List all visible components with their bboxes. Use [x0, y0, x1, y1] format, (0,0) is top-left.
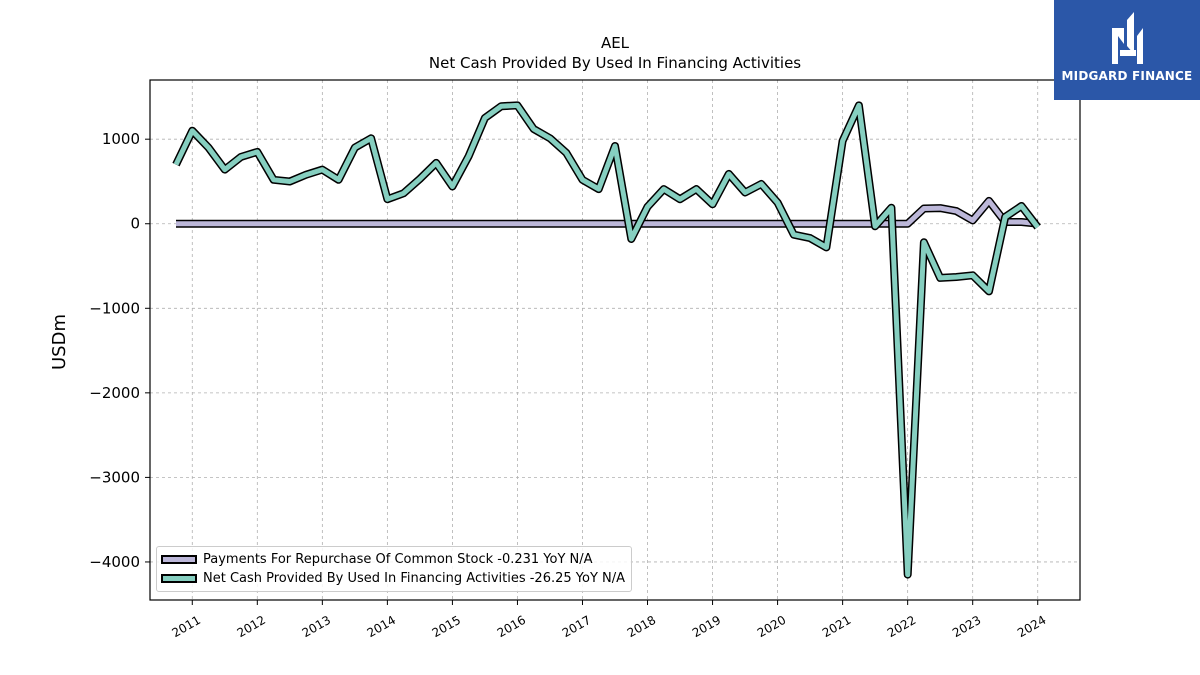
- x-tick-label: 2020: [755, 613, 788, 640]
- y-tick-label: −4000: [89, 553, 140, 571]
- chart-subtitle: Net Cash Provided By Used In Financing A…: [429, 54, 801, 72]
- plot-area: [172, 101, 1041, 579]
- x-tick-label: 2013: [300, 613, 333, 640]
- x-tick-label: 2021: [820, 613, 853, 640]
- x-tick-label: 2012: [235, 613, 268, 640]
- legend-label-financing: Net Cash Provided By Used In Financing A…: [203, 571, 626, 586]
- x-tick-label: 2023: [950, 613, 983, 640]
- x-tick-label: 2018: [625, 613, 658, 640]
- chart-title: AEL: [601, 34, 630, 52]
- legend-item-repurchase: Payments For Repurchase Of Common Stock …: [161, 550, 625, 569]
- y-tick-label: 0: [130, 215, 140, 233]
- legend: Payments For Repurchase Of Common Stock …: [156, 546, 633, 592]
- x-tick-label: 2017: [560, 613, 593, 640]
- legend-swatch-financing: [161, 574, 197, 583]
- series-0: [176, 196, 1039, 228]
- logo-text: MIDGARD FINANCE: [1061, 69, 1193, 83]
- x-tick-label: 2016: [495, 613, 528, 640]
- legend-swatch-repurchase: [161, 555, 197, 564]
- series-1-line: [173, 102, 1040, 578]
- axes-frame: [149, 79, 1081, 601]
- y-tick-label: −2000: [89, 384, 140, 402]
- x-tick-label: 2011: [170, 613, 203, 640]
- legend-item-financing: Net Cash Provided By Used In Financing A…: [161, 569, 625, 588]
- x-tick-label: 2019: [690, 613, 723, 640]
- y-tick-label: −1000: [89, 299, 140, 317]
- x-tick-label: 2014: [365, 613, 398, 640]
- series-1: [172, 101, 1041, 579]
- y-tick-label: 1000: [102, 130, 140, 148]
- y-axis-label: USDm: [49, 314, 70, 370]
- legend-label-repurchase: Payments For Repurchase Of Common Stock …: [203, 552, 593, 567]
- x-tick-label: 2022: [885, 613, 918, 640]
- brand-logo: MIDGARD FINANCE: [1054, 0, 1200, 100]
- y-tick-label: −3000: [89, 468, 140, 486]
- x-tick-label: 2024: [1015, 613, 1048, 640]
- x-tick-label: 2015: [430, 613, 463, 640]
- mf-monogram-icon: [1112, 12, 1143, 64]
